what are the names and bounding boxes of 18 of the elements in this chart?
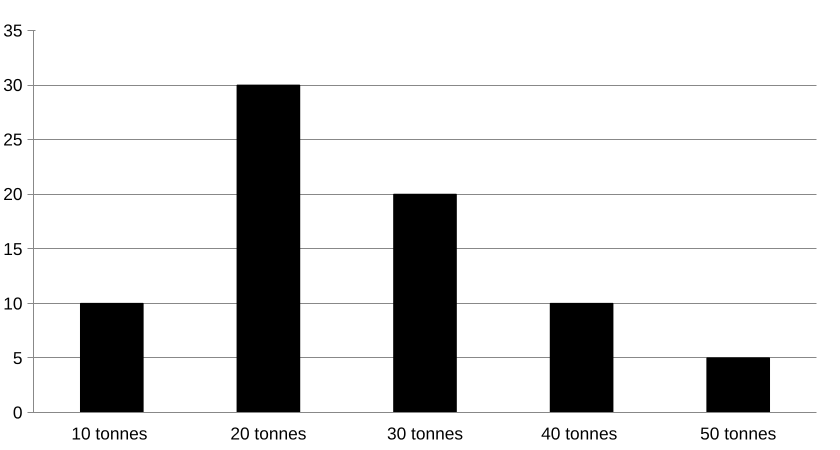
bar [393,194,457,412]
y-tick-label: 10 [3,293,23,314]
bar [706,357,770,412]
y-tick-label: 0 [12,402,23,422]
y-tick-label: 20 [3,184,23,204]
y-tick-label: 25 [3,130,23,150]
x-tick-label: 20 tonnes [230,424,307,444]
x-tick-label: 30 tonnes [386,424,464,444]
x-tick-label: 50 tonnes [700,424,777,444]
x-tick-label: 40 tonnes [541,424,618,444]
bar [236,84,300,412]
y-tick-label: 35 [3,20,23,40]
x-tick-label: 10 tonnes [71,424,148,444]
y-tick-label: 30 [3,75,23,96]
y-tick-label: 15 [3,238,23,259]
bar [550,302,614,412]
bar [80,302,144,412]
y-tick-label: 5 [12,348,23,368]
